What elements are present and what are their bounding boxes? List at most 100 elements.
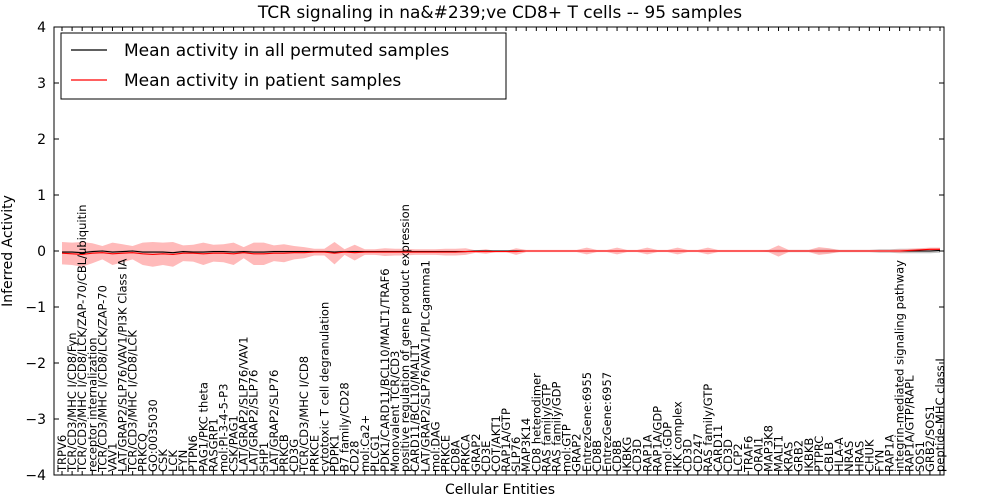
line-series-1 <box>61 248 940 255</box>
entity-label: KRAS <box>782 442 796 472</box>
entity-label: IKK complex <box>671 401 685 472</box>
series-lines <box>61 248 941 255</box>
entity-label: MALT1 <box>772 435 786 472</box>
entity-label: CD8A <box>449 440 463 472</box>
y-tick-label: 0 <box>37 244 46 260</box>
y-axis-ticks: −4 −3 −2 −1 0 1 2 3 4 <box>25 20 944 484</box>
entity-label: RAS family/GTP <box>539 384 553 472</box>
legend-label-permuted: Mean activity in all permuted samples <box>124 41 449 61</box>
band-series-1 <box>62 242 940 267</box>
entity-label: COT/AKT1 <box>489 415 503 472</box>
legend-label-patient: Mean activity in patient samples <box>124 71 401 91</box>
entity-label: CD28 <box>348 441 362 473</box>
entity-label: IKBKB <box>802 438 816 472</box>
entity-label: PRKCE <box>307 435 321 472</box>
entity-label: PTPN6 <box>186 435 200 472</box>
entity-label: CD247 <box>691 433 705 472</box>
entity-label: RASGRP1 <box>206 418 220 472</box>
y-tick-label: −4 <box>25 468 46 484</box>
entity-label: CD8B <box>610 440 624 472</box>
entity-label: PRKCA <box>459 434 473 472</box>
y-tick-label: 3 <box>37 76 46 92</box>
entity-label: GRAP2 <box>570 433 584 472</box>
entity-label: MAP3K8 <box>761 425 775 472</box>
legend-box <box>60 32 507 100</box>
entity-label: LCK <box>166 450 180 472</box>
entity-label: TCR/CD3/MHC I/CD8/Fyn <box>65 332 79 473</box>
entity-label: mol:DAG <box>428 421 442 472</box>
entity-label: CD3E <box>479 441 493 472</box>
entity-label: CHUK <box>862 439 876 472</box>
entity-label: B7 family/CD28 <box>338 382 352 472</box>
entity-label: PRKCQ <box>136 433 150 472</box>
entity-label: CD3D <box>721 439 735 472</box>
entity-label: NRAS <box>842 441 856 472</box>
entity-label: SOS1 <box>913 441 927 472</box>
entity-label: ORAI1 <box>751 437 765 472</box>
entity-label: TCR/CD3/MHC I/CD8 <box>297 356 311 473</box>
confidence-bands <box>62 242 940 267</box>
entity-label: TCR/CD3/MHC I/CD8/LCK <box>126 330 140 473</box>
chart-title: TCR signaling in na&#239;ve CD8+ T cells… <box>257 3 742 23</box>
entity-label: CBLB <box>822 442 836 472</box>
entity-label: CD3D <box>681 439 695 472</box>
entity-label: CSK/PAG1 <box>227 415 241 472</box>
legend: Mean activity in all permuted samples Me… <box>60 32 507 100</box>
entity-label: Monovalent TCR/CD3 <box>388 351 402 472</box>
entity-label: SHP1 <box>257 442 271 472</box>
entity-label: HLA-A <box>832 437 846 472</box>
entity-label: SLP76 <box>509 437 523 472</box>
entity-label: RAS family/GTP <box>701 384 715 472</box>
y-tick-label: 1 <box>37 188 46 204</box>
entity-label: receptor internalization <box>85 337 99 472</box>
entity-label: peptide-MHC class I <box>933 358 947 472</box>
y-tick-label: −3 <box>25 412 46 428</box>
entity-label: PRKCE <box>439 435 453 472</box>
entity-label: GRB2 <box>792 440 806 472</box>
entity-label: CD8B <box>590 440 604 472</box>
entity-label: EntrezGene:6957 <box>600 372 614 472</box>
entity-label: CARD11/BCL10/MALT1 <box>408 343 422 472</box>
entity-label: HRAS <box>852 441 866 472</box>
entity-label: CD3D <box>630 439 644 472</box>
entity-label: positive regulation of gene product expr… <box>398 204 412 472</box>
entity-label: PRKCB <box>277 434 291 472</box>
entity-label: mol:GDP <box>661 422 675 472</box>
entity-label: CARD11 <box>711 425 725 472</box>
y-tick-label: 4 <box>37 20 46 36</box>
x-axis-ticks <box>61 27 941 475</box>
entity-label: CSK <box>156 449 170 472</box>
entity-label: MAP3K14 <box>519 418 533 472</box>
entity-label: VAV1 <box>106 443 120 472</box>
entity-label: TRPV6 <box>55 435 69 473</box>
entity-label: TCR/CD3/MHC I/CD8/LCK/ZAP-70/CBL/ubiquit… <box>75 204 89 473</box>
entity-label: PLCG1 <box>368 434 382 472</box>
entity-label: LAT/GRAP2/SLP76 <box>267 370 281 472</box>
entity-label: GO:0035030 <box>146 399 160 472</box>
entity-label: PTPRC <box>812 436 826 472</box>
entity-label: mol:GTP <box>560 424 574 472</box>
entity-label: RAS family/GDP <box>550 382 564 472</box>
entity-label: FYN <box>872 450 886 472</box>
entity-label: EntrezGene:6955 <box>580 372 594 472</box>
x-axis-label: Cellular Entities <box>445 482 555 498</box>
entity-label: mol:PI-3-4-5-P3 <box>217 384 231 472</box>
entity-label: CD8 heterodimer <box>529 373 543 472</box>
entity-label: FYN <box>176 450 190 472</box>
entity-label: PDPK1 <box>328 434 342 472</box>
y-tick-label: 2 <box>37 132 46 148</box>
entity-label: LAT/GRAP2/SLP76 <box>247 370 261 472</box>
entity-label: RAP1A/GTP <box>499 408 513 472</box>
entity-label: LAT/GRAP2/SLP76/VAV1/PLCgamma1 <box>418 260 432 472</box>
entity-label: RAP1A/GTP/RAPL <box>903 375 917 472</box>
entity-label: PAG1/PKC theta <box>196 382 210 472</box>
entity-label: TCR/CD3/MHC I/CD8/LCK/ZAP-70 <box>95 285 109 473</box>
entity-label: GRB2/SOS1 <box>923 405 937 472</box>
entity-label: GRAP2 <box>469 433 483 472</box>
entity-label: IKBKG <box>620 437 634 472</box>
entity-label: mol:Ca2+ <box>358 415 372 472</box>
entity-label: RAP1A <box>883 434 897 472</box>
